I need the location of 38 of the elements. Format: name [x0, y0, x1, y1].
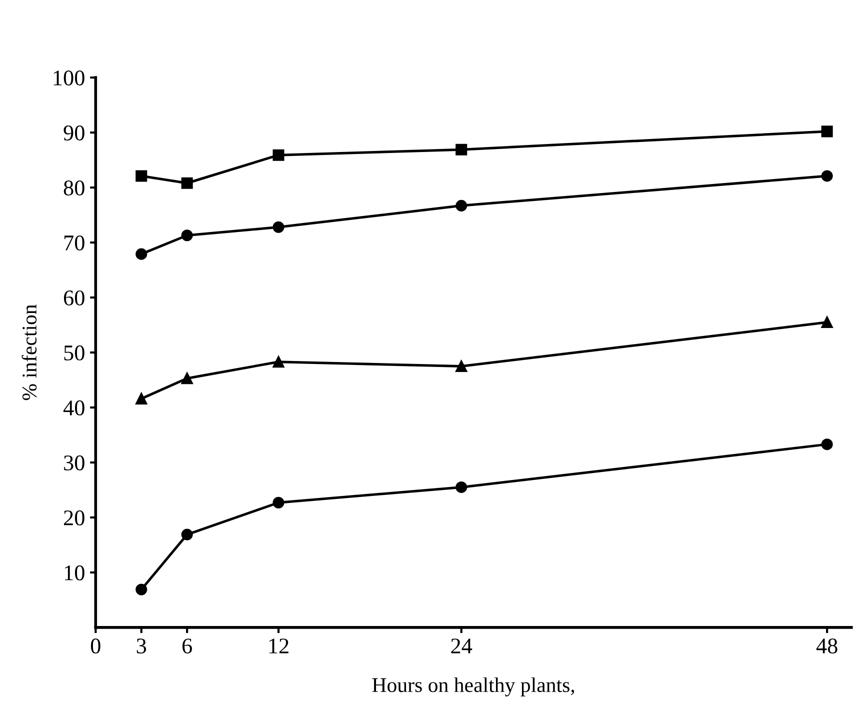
x-tick-label: 0 — [90, 638, 100, 654]
x-tick-label: 24 — [451, 638, 472, 654]
point — [136, 392, 148, 404]
point — [181, 177, 193, 189]
point — [181, 528, 193, 540]
point — [821, 126, 833, 138]
y-tick-label: 70 — [64, 235, 84, 250]
point — [181, 230, 193, 242]
point — [821, 438, 833, 450]
point — [136, 248, 148, 260]
y-tick-label: 10 — [64, 565, 84, 580]
point — [181, 372, 193, 384]
point — [272, 496, 284, 508]
point — [456, 360, 468, 372]
x-axis-title: Hours on healthy plants, — [372, 677, 574, 696]
point — [136, 584, 148, 596]
x-tick-label: 12 — [269, 638, 288, 654]
point — [456, 481, 468, 493]
y-tick-label: 50 — [64, 345, 84, 360]
x-tick-label: 48 — [816, 638, 838, 654]
point — [821, 316, 833, 328]
point — [272, 356, 284, 368]
y-tick-label: 40 — [63, 400, 84, 416]
point — [272, 149, 284, 161]
y-tick-label: 30 — [64, 455, 84, 470]
y-tick-label: 20 — [64, 510, 84, 526]
y-tick-label: 60 — [64, 290, 84, 306]
point — [136, 170, 148, 182]
x-tick-label: 3 — [136, 638, 146, 654]
y-tick-label: 100 — [54, 70, 84, 86]
y-tick-label: 90 — [64, 125, 84, 140]
x-tick-label: 6 — [182, 638, 192, 654]
y-axis-title: % infection — [22, 304, 37, 400]
point — [272, 221, 284, 233]
point — [456, 144, 468, 156]
y-tick-label: 80 — [64, 180, 84, 196]
point — [456, 200, 468, 212]
point — [821, 170, 833, 182]
